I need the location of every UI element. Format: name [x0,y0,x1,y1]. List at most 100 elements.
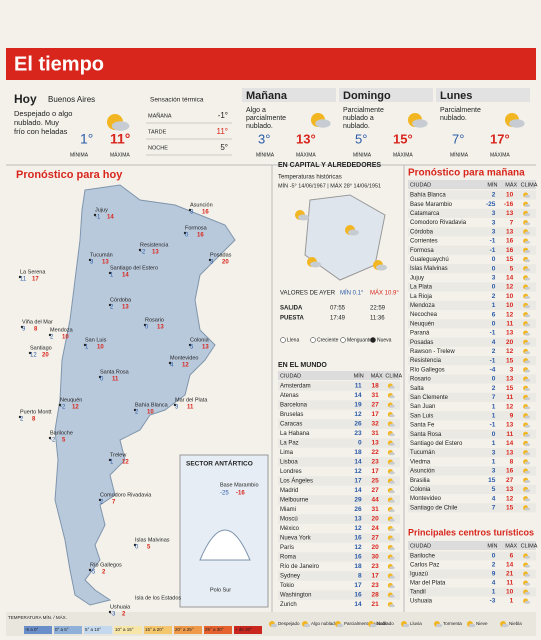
max-temp: 14 [506,440,514,447]
city-name: La Paz [280,441,299,447]
weather-icon [524,268,531,272]
min-temp: 3 [492,468,496,475]
city-name: Montevideo [410,496,442,502]
city-name: Resistencia [140,242,169,248]
min-temp: 14 [354,459,362,466]
city-dot [108,458,112,462]
max-temp: 13 [202,345,209,351]
weather-icon [468,623,476,628]
max-temp: 14 [122,273,129,279]
min-temp: 7 [492,394,496,401]
yesterday-title: VALORES DE AYER [280,291,336,297]
row-band [408,448,536,458]
weather-icon [348,229,359,236]
city-dot [108,303,112,307]
min-temp: 0 [185,233,189,239]
city-dot [173,403,177,407]
min-temp: -3 [490,598,496,605]
weather-icon [389,575,395,579]
max-temp: 20 [42,353,49,359]
min-temp: 3 [190,210,194,216]
max-temp: -16 [504,201,514,208]
min-temp: 0 [492,431,496,438]
min-temp: -4 [490,367,496,374]
subtitle: Temperaturas históricas [278,175,342,181]
city-name: Los Ángeles [280,478,313,485]
row-band [408,392,536,402]
max-temp: 28 [371,592,379,599]
column-header: CLIMA [521,543,538,549]
weather-icon [524,369,531,373]
city-name: Colonia [410,487,431,493]
row-band [278,552,400,562]
min-temp: 15 [488,477,496,484]
min-temp: 7 [492,505,496,512]
min-temp: 14 [354,601,362,608]
city-name: Posadas [410,340,433,346]
sun-moon-time: 17:49 [330,316,346,322]
city-name: Catamarca [410,211,440,217]
section-title: Pronóstico para mañana [408,168,525,179]
day-label: Lunes [440,90,472,102]
max-temp: 12 [506,284,514,291]
city-name: Gualeguaychú [410,257,449,263]
city-name: Río Gallegos [90,562,122,568]
min-temp: 1 [492,459,496,466]
city-name: Salta [410,386,424,392]
row-band [408,569,536,579]
min-temp: 1 [492,413,496,420]
row-band [278,495,400,505]
min-temp: 26 [354,421,362,428]
city-dot [98,498,102,502]
city-name: Neuquén [60,397,82,403]
city-dot [18,275,22,279]
sun-moon-time: 11:36 [370,316,385,322]
page-title: El tiempo [14,53,104,75]
legend-range: 5° a 10° [85,627,101,632]
row-band [278,381,400,391]
city-name: Santiago del Estero [110,265,158,271]
legend-range: + de 30° [235,627,252,632]
max-temp: 18 [371,383,379,390]
max-temp: 7 [112,500,116,506]
max-temp: 7 [510,219,514,226]
weather-icon [524,461,531,465]
city-name: Mendoza [410,303,435,309]
min-temp: 3 [492,449,496,456]
min-temp: 1 [492,589,496,596]
moon-phase: Nueva [377,337,392,343]
min-temp: 8 [358,573,362,580]
max-temp: 16 [197,233,204,239]
city-name: Nueva York [280,536,312,542]
weather-icon [524,249,531,253]
legend-swatch [114,626,142,634]
city-name: Colonia [190,337,210,343]
city-name: Asunción [410,469,435,475]
city-name: La Plata [410,285,433,291]
city-name: Melbourne [280,498,309,504]
moon-phase: Llena [287,337,299,343]
weather-icon [389,499,395,503]
city-dot [143,323,147,327]
min-temp: 9 [492,571,496,578]
min-temp: 12 [30,353,37,359]
legend-range: 20° a 25° [175,627,194,632]
row-band [408,245,536,255]
column-header: MÍN [487,181,497,188]
max-temp: 16 [506,238,514,245]
weather-icon [389,414,395,418]
min-temp: 3 [90,260,94,266]
max-temp: 20 [222,260,229,266]
max-temp: 15 [506,505,514,512]
weather-icon [402,623,410,628]
max-temp: 21 [371,601,379,608]
weather-icon [389,404,395,408]
weather-icon [524,295,531,299]
sun-moon-time: SALIDA [280,306,303,312]
weather-icon [524,203,531,207]
min-temp: 12 [354,525,362,532]
legend-range: 10° a 15° [115,627,134,632]
min-temp: 12 [354,411,362,418]
min-temp: -1 [490,247,496,254]
